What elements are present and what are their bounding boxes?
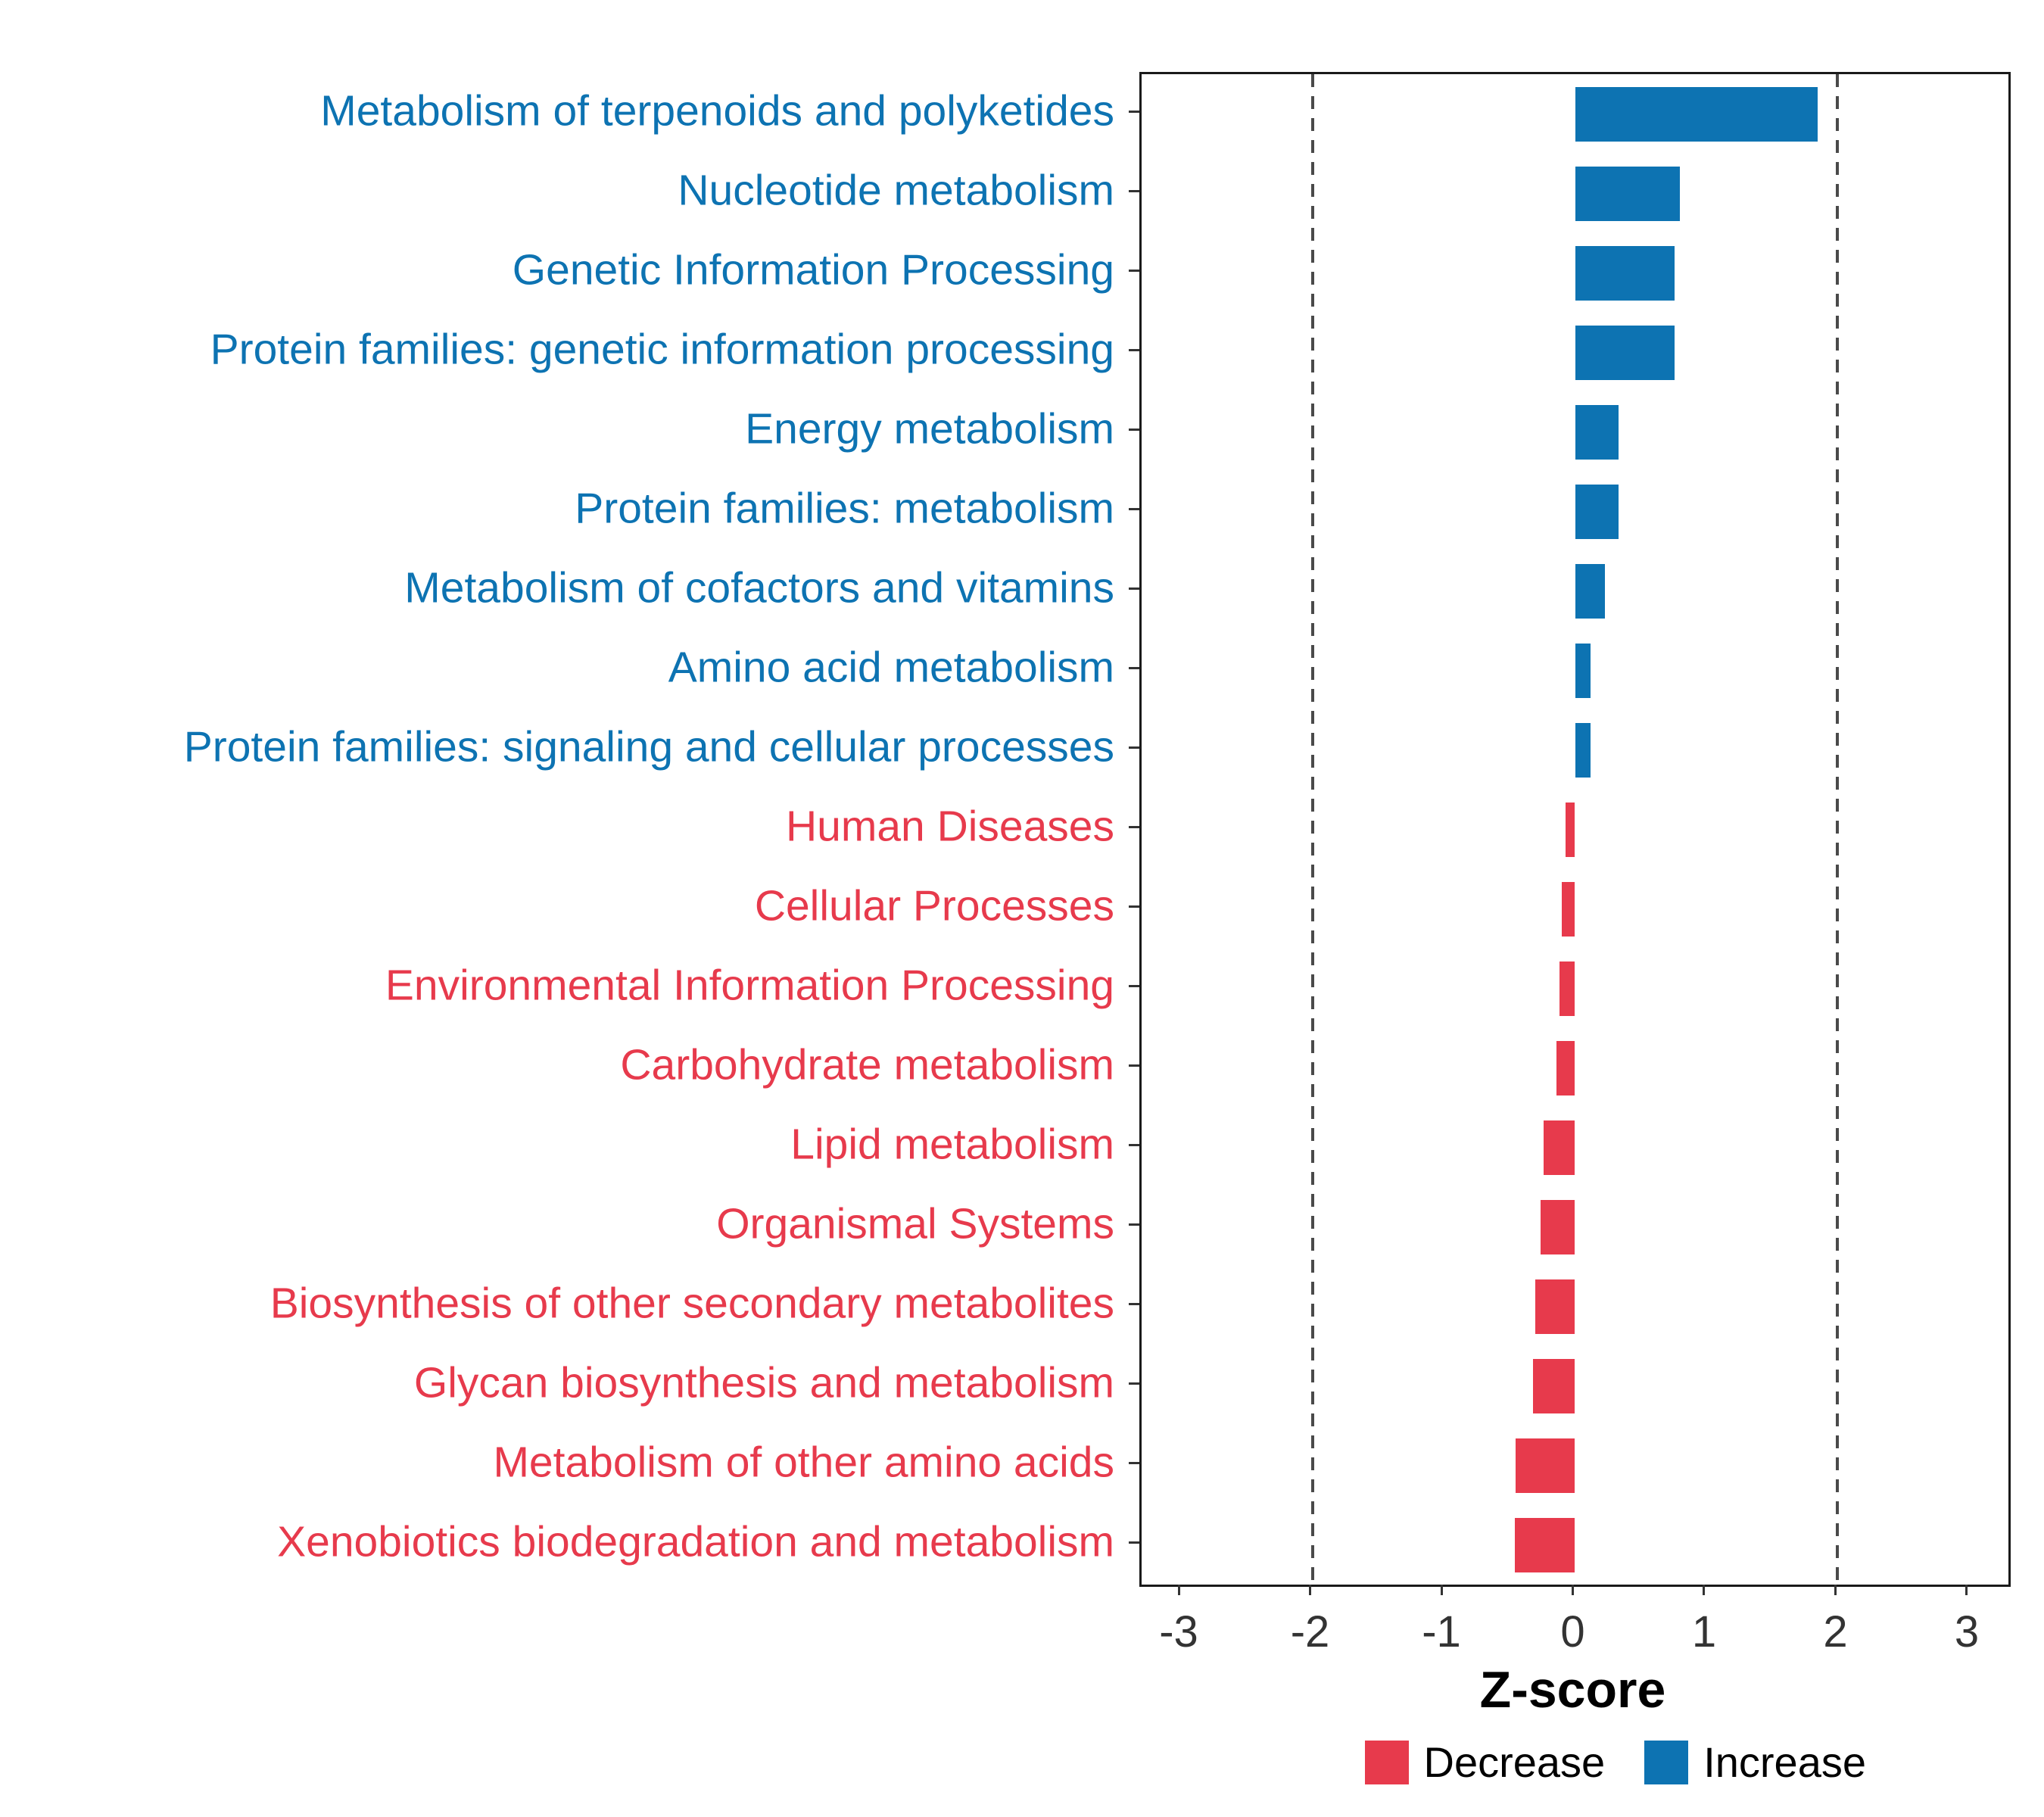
- y-tick-mark: [1129, 1144, 1139, 1146]
- x-tick-mark: [1177, 1585, 1180, 1595]
- y-tick-mark: [1129, 429, 1139, 431]
- category-label: Nucleotide metabolism: [678, 165, 1114, 214]
- legend-item-decrease: Decrease: [1364, 1738, 1606, 1787]
- category-label: Energy metabolism: [745, 404, 1114, 453]
- y-tick-mark: [1129, 826, 1139, 828]
- category-label: Glycan biosynthesis and metabolism: [413, 1357, 1114, 1407]
- legend-label-decrease: Decrease: [1423, 1738, 1606, 1786]
- bar-decrease: [1532, 1358, 1575, 1413]
- category-label: Protein families: signaling and cellular…: [183, 722, 1114, 771]
- x-tick-mark: [1965, 1585, 1968, 1595]
- y-tick-mark: [1129, 508, 1139, 510]
- y-tick-mark: [1129, 1382, 1139, 1385]
- x-tick-label: 2: [1823, 1607, 1848, 1656]
- x-axis-title: Z-score: [1479, 1661, 1666, 1719]
- x-tick-mark: [1703, 1585, 1706, 1595]
- y-axis-labels: Metabolism of terpenoids and polyketides…: [0, 72, 1114, 1582]
- bar-increase: [1575, 404, 1619, 460]
- y-tick-mark: [1129, 111, 1139, 113]
- plot-panel: [1139, 72, 2011, 1587]
- bar-decrease: [1559, 961, 1575, 1016]
- bar-decrease: [1535, 1279, 1575, 1334]
- legend-item-increase: Increase: [1644, 1738, 1866, 1787]
- legend: Decrease Increase: [1364, 1738, 1866, 1787]
- y-tick-mark: [1129, 1303, 1139, 1305]
- category-label: Biosynthesis of other secondary metaboli…: [270, 1278, 1114, 1327]
- category-label: Xenobiotics biodegradation and metabolis…: [277, 1516, 1114, 1566]
- bar-increase: [1575, 563, 1606, 619]
- bar-increase: [1575, 643, 1591, 698]
- bar-decrease: [1543, 1120, 1575, 1175]
- decrease-swatch-icon: [1364, 1740, 1409, 1784]
- bar-increase: [1575, 86, 1818, 142]
- bar-decrease: [1566, 802, 1575, 857]
- bar-decrease: [1562, 881, 1575, 937]
- y-tick-mark: [1129, 985, 1139, 987]
- x-tick-label: 3: [1954, 1607, 1980, 1656]
- x-tick-label: -1: [1422, 1607, 1461, 1656]
- category-label: Metabolism of terpenoids and polyketides: [320, 86, 1114, 135]
- x-tick-label: -2: [1290, 1607, 1330, 1656]
- y-tick-mark: [1129, 667, 1139, 669]
- category-label: Human Diseases: [785, 801, 1114, 850]
- legend-label-increase: Increase: [1703, 1738, 1866, 1786]
- bar-increase: [1575, 245, 1675, 301]
- y-tick-mark: [1129, 746, 1139, 749]
- category-label: Amino acid metabolism: [668, 642, 1114, 691]
- increase-swatch-icon: [1644, 1740, 1689, 1784]
- x-tick-mark: [1440, 1585, 1443, 1595]
- category-label: Cellular Processes: [754, 880, 1114, 930]
- category-label: Genetic Information Processing: [512, 245, 1114, 294]
- x-tick-label: -3: [1159, 1607, 1198, 1656]
- category-label: Protein families: metabolism: [575, 483, 1114, 532]
- bar-increase: [1575, 484, 1619, 539]
- bar-increase: [1575, 722, 1591, 778]
- bar-increase: [1575, 325, 1675, 380]
- category-label: Metabolism of cofactors and vitamins: [404, 563, 1114, 612]
- category-label: Environmental Information Processing: [385, 960, 1114, 1009]
- bar-decrease: [1514, 1517, 1575, 1572]
- x-tick-label: 1: [1691, 1607, 1717, 1656]
- x-tick-mark: [1309, 1585, 1312, 1595]
- category-label: Lipid metabolism: [790, 1119, 1114, 1168]
- category-label: Organismal Systems: [716, 1198, 1114, 1248]
- category-label: Carbohydrate metabolism: [620, 1039, 1114, 1089]
- x-tick-mark: [1834, 1585, 1837, 1595]
- x-tick-label: 0: [1560, 1607, 1585, 1656]
- bar-decrease: [1516, 1438, 1575, 1493]
- y-tick-mark: [1129, 587, 1139, 590]
- category-label: Metabolism of other amino acids: [493, 1437, 1114, 1486]
- y-tick-mark: [1129, 1462, 1139, 1464]
- y-tick-mark: [1129, 349, 1139, 351]
- y-tick-mark: [1129, 1541, 1139, 1544]
- bar-increase: [1575, 166, 1681, 221]
- bar-decrease: [1541, 1199, 1575, 1254]
- reference-line-dashed: [1836, 74, 1840, 1585]
- y-tick-mark: [1129, 190, 1139, 192]
- category-label: Protein families: genetic information pr…: [210, 324, 1114, 373]
- y-tick-mark: [1129, 1223, 1139, 1226]
- bar-decrease: [1556, 1040, 1575, 1095]
- y-tick-mark: [1129, 1064, 1139, 1067]
- y-tick-mark: [1129, 905, 1139, 908]
- y-tick-mark: [1129, 270, 1139, 272]
- x-tick-mark: [1572, 1585, 1574, 1595]
- reference-line-dashed: [1310, 74, 1314, 1585]
